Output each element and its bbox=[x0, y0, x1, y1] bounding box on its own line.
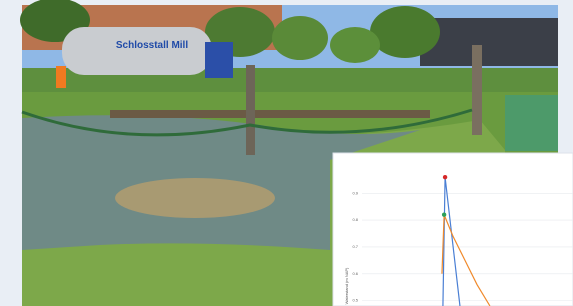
point bbox=[442, 213, 446, 217]
tree bbox=[370, 6, 440, 58]
truck-cab bbox=[205, 42, 233, 78]
y-axis-label: Waterstand (m NAP) bbox=[344, 267, 349, 304]
worker bbox=[56, 66, 66, 88]
chart-panel bbox=[333, 153, 573, 306]
truck-tank bbox=[62, 27, 212, 75]
house bbox=[420, 18, 558, 66]
tree bbox=[272, 16, 328, 60]
y-tick-label: 0.7 bbox=[352, 244, 358, 249]
y-tick-label: 0.5 bbox=[352, 298, 358, 303]
tree bbox=[330, 27, 380, 63]
y-tick-label: 0.8 bbox=[352, 217, 358, 222]
chart-inset: Waterstand (m NAP) 0.5 0.6 0.7 0.8 0.9 bbox=[333, 153, 573, 306]
post bbox=[472, 45, 482, 135]
y-tick-label: 0.9 bbox=[352, 190, 358, 195]
screen: Schlosstall Mill Waterstand (m NAP) 0.5 0… bbox=[0, 0, 573, 306]
y-tick-label: 0.6 bbox=[352, 271, 358, 276]
point bbox=[443, 175, 447, 179]
page: Schlosstall Mill Waterstand (m NAP) 0.5 0… bbox=[0, 0, 573, 306]
court bbox=[505, 95, 558, 151]
truck-sign: Schlosstall Mill bbox=[116, 40, 188, 51]
bridge bbox=[110, 110, 430, 118]
post bbox=[246, 65, 255, 155]
mound bbox=[115, 178, 275, 218]
